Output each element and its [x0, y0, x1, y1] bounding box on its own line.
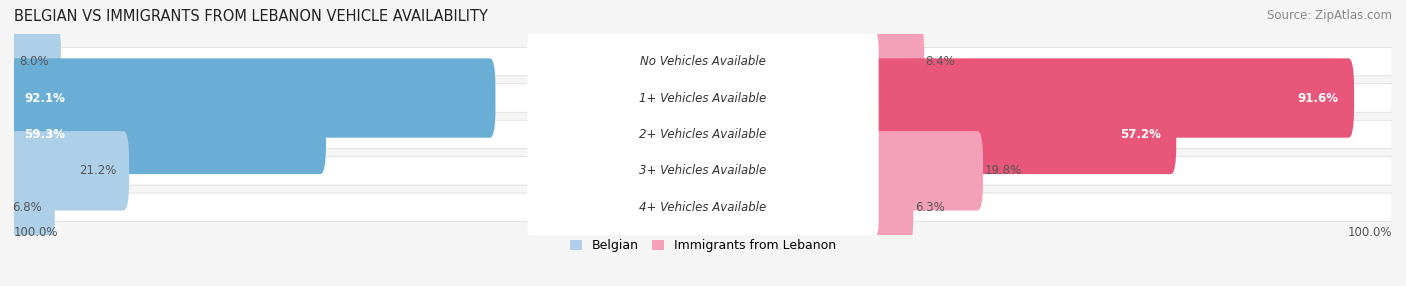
Text: 6.8%: 6.8%	[13, 201, 42, 214]
Text: 100.0%: 100.0%	[1347, 226, 1392, 239]
Legend: Belgian, Immigrants from Lebanon: Belgian, Immigrants from Lebanon	[569, 239, 837, 252]
FancyBboxPatch shape	[8, 131, 129, 210]
Text: 92.1%: 92.1%	[24, 92, 65, 104]
Text: No Vehicles Available: No Vehicles Available	[640, 55, 766, 68]
Text: 2+ Vehicles Available: 2+ Vehicles Available	[640, 128, 766, 141]
FancyBboxPatch shape	[8, 22, 60, 101]
Text: 100.0%: 100.0%	[14, 226, 59, 239]
Text: 57.2%: 57.2%	[1119, 128, 1160, 141]
Text: BELGIAN VS IMMIGRANTS FROM LEBANON VEHICLE AVAILABILITY: BELGIAN VS IMMIGRANTS FROM LEBANON VEHIC…	[14, 9, 488, 23]
FancyBboxPatch shape	[8, 58, 495, 138]
Text: 21.2%: 21.2%	[79, 164, 117, 177]
FancyBboxPatch shape	[870, 131, 983, 210]
FancyBboxPatch shape	[14, 47, 1392, 76]
Text: 1+ Vehicles Available: 1+ Vehicles Available	[640, 92, 766, 104]
FancyBboxPatch shape	[527, 69, 879, 127]
FancyBboxPatch shape	[870, 22, 924, 101]
Text: 19.8%: 19.8%	[984, 164, 1022, 177]
FancyBboxPatch shape	[527, 33, 879, 90]
FancyBboxPatch shape	[527, 142, 879, 200]
Text: 91.6%: 91.6%	[1298, 92, 1339, 104]
FancyBboxPatch shape	[527, 106, 879, 163]
Text: 59.3%: 59.3%	[24, 128, 66, 141]
Text: 3+ Vehicles Available: 3+ Vehicles Available	[640, 164, 766, 177]
FancyBboxPatch shape	[14, 84, 1392, 112]
FancyBboxPatch shape	[14, 157, 1392, 185]
FancyBboxPatch shape	[8, 95, 326, 174]
FancyBboxPatch shape	[870, 168, 914, 247]
FancyBboxPatch shape	[8, 168, 55, 247]
Text: 8.4%: 8.4%	[925, 55, 955, 68]
FancyBboxPatch shape	[14, 193, 1392, 221]
FancyBboxPatch shape	[870, 58, 1354, 138]
FancyBboxPatch shape	[870, 95, 1177, 174]
FancyBboxPatch shape	[14, 120, 1392, 149]
Text: 8.0%: 8.0%	[18, 55, 48, 68]
Text: Source: ZipAtlas.com: Source: ZipAtlas.com	[1267, 9, 1392, 21]
Text: 6.3%: 6.3%	[915, 201, 945, 214]
Text: 4+ Vehicles Available: 4+ Vehicles Available	[640, 201, 766, 214]
FancyBboxPatch shape	[527, 178, 879, 236]
